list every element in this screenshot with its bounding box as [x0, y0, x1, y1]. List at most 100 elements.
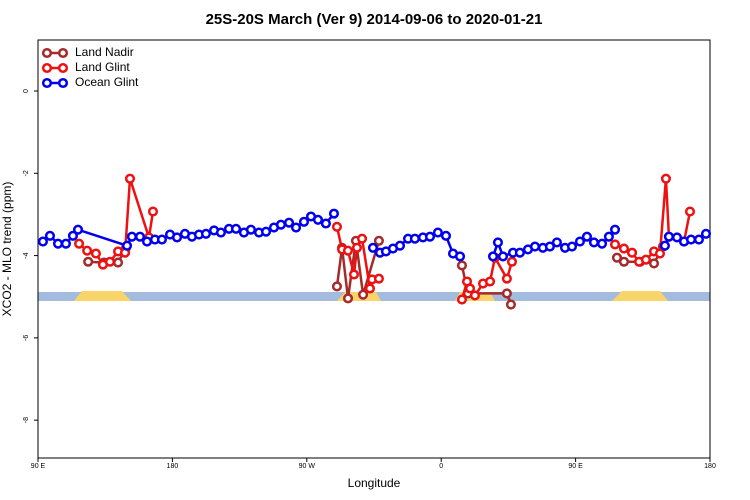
- data-point: [514, 247, 525, 258]
- data-point: [684, 206, 696, 217]
- data-point: [588, 237, 600, 248]
- data-point: [456, 294, 468, 305]
- data-point: [351, 242, 363, 253]
- data-point: [693, 234, 704, 245]
- legend-label: Land Glint: [75, 60, 130, 74]
- legend-marker: [41, 77, 53, 89]
- data-point: [200, 228, 212, 239]
- y-tick-label: 0: [23, 89, 30, 93]
- data-point: [367, 242, 379, 253]
- data-point: [124, 173, 136, 184]
- legend-marker: [57, 77, 69, 89]
- data-point: [260, 226, 272, 237]
- y-tick-label: -2: [23, 170, 30, 176]
- data-point: [342, 293, 354, 304]
- x-tick-label: 0: [439, 463, 443, 470]
- y-axis-label: XCO2 - MLO trend (ppm): [0, 182, 14, 317]
- x-tick-label: 180: [704, 463, 716, 470]
- x-tick-label: 90 W: [299, 463, 316, 470]
- data-point: [290, 222, 302, 233]
- data-point: [484, 276, 496, 287]
- data-point: [626, 247, 638, 258]
- data-point: [320, 218, 331, 229]
- y-tick-label: -6: [23, 335, 30, 341]
- data-point: [52, 238, 64, 249]
- data-point: [112, 257, 124, 268]
- legend-marker: [57, 47, 69, 59]
- data-point: [544, 241, 555, 252]
- data-point: [156, 234, 167, 245]
- data-point: [424, 231, 436, 242]
- data-point: [440, 230, 452, 241]
- data-point: [342, 245, 354, 256]
- legend-marker: [57, 62, 69, 74]
- data-point: [82, 245, 93, 256]
- data-point: [492, 237, 503, 248]
- data-point: [454, 251, 466, 262]
- data-point: [700, 228, 712, 239]
- data-point: [506, 256, 518, 267]
- data-point: [497, 251, 509, 262]
- data-point: [529, 241, 541, 252]
- data-point: [230, 223, 242, 234]
- data-point: [663, 231, 674, 242]
- data-point: [358, 289, 369, 300]
- land-ocean-strip: [38, 291, 710, 301]
- data-point: [487, 251, 499, 262]
- data-point: [126, 231, 137, 242]
- data-point: [574, 236, 585, 247]
- data-point: [134, 231, 146, 242]
- data-point: [660, 173, 671, 184]
- data-point: [505, 299, 516, 310]
- data-point: [394, 240, 406, 251]
- data-point: [618, 256, 630, 267]
- legend-label: Land Nadir: [75, 45, 134, 59]
- data-point: [648, 258, 660, 269]
- x-tick-label: 180: [167, 463, 179, 470]
- legend-marker: [41, 62, 53, 74]
- data-point: [373, 235, 384, 246]
- data-point: [685, 234, 697, 245]
- data-point: [659, 240, 670, 251]
- data-point: [469, 290, 480, 301]
- data-point: [671, 232, 683, 243]
- y-tick-label: -8: [23, 417, 30, 423]
- data-point: [618, 243, 630, 254]
- data-point: [464, 283, 476, 294]
- chart-title: 25S-20S March (Ver 9) 2014-09-06 to 2020…: [206, 11, 543, 28]
- x-tick-label: 90 E: [31, 463, 46, 470]
- data-point: [90, 248, 101, 259]
- data-point: [551, 237, 562, 248]
- data-point: [60, 238, 71, 249]
- x-tick-label: 90 E: [568, 463, 583, 470]
- data-point: [83, 256, 94, 267]
- data-point: [67, 230, 78, 241]
- plot-frame: [37, 39, 711, 459]
- data-point: [147, 206, 159, 217]
- data-point: [312, 214, 324, 225]
- land-patch: [74, 291, 131, 301]
- land-patch: [612, 291, 668, 301]
- data-point: [328, 208, 340, 219]
- y-tick-label: -4: [23, 252, 30, 258]
- legend-label: Ocean Glint: [75, 75, 139, 89]
- data-point: [409, 233, 420, 244]
- data-point: [298, 216, 310, 227]
- series: [74, 173, 696, 305]
- data-point: [640, 254, 651, 265]
- data-point: [283, 217, 295, 228]
- data-point: [171, 232, 183, 243]
- data-point: [245, 224, 256, 235]
- data-point: [373, 273, 384, 284]
- data-point: [603, 231, 614, 242]
- x-axis-label: Longitude: [348, 476, 401, 490]
- series: [37, 208, 712, 262]
- data-point: [581, 231, 592, 242]
- data-point: [609, 224, 621, 235]
- data-point: [141, 236, 153, 247]
- data-point: [609, 239, 621, 250]
- data-point: [44, 230, 55, 241]
- data-point: [611, 252, 623, 263]
- data-point: [566, 241, 578, 252]
